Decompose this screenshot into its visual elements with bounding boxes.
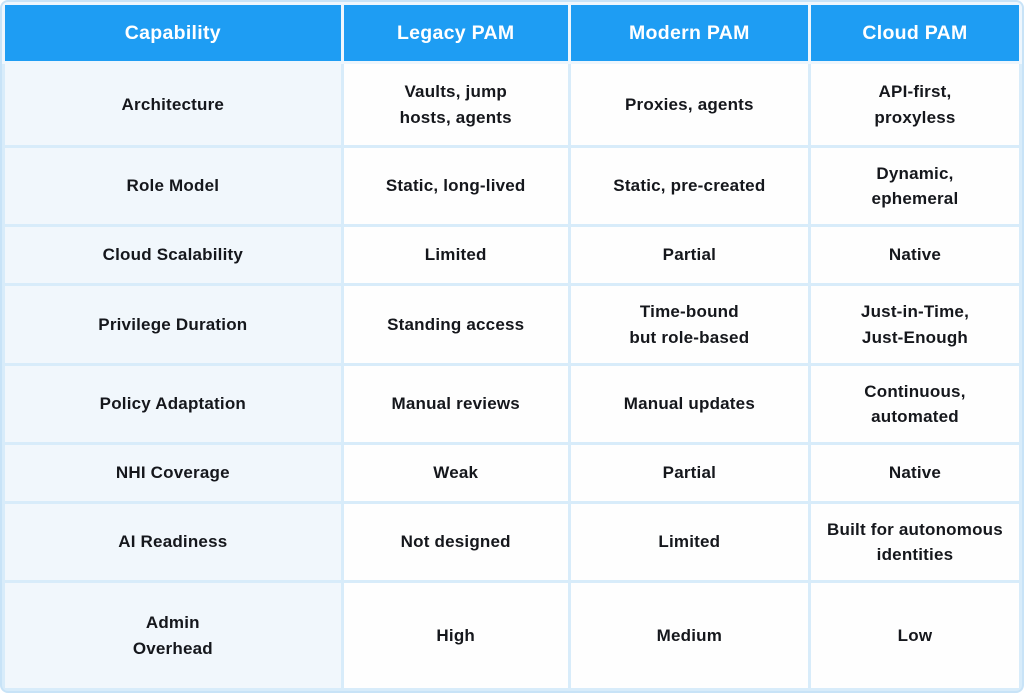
header-cell-legacy-pam: Legacy PAM <box>343 5 568 61</box>
cloud-pam-cell: Low <box>810 583 1019 688</box>
table-row-admin-overhead: Admin Overhead High Medium Low <box>5 583 1019 688</box>
cloud-pam-cell: API-first, proxyless <box>810 64 1019 145</box>
table-row-ai-readiness: AI Readiness Not designed Limited Built … <box>5 504 1019 580</box>
cloud-pam-cell: Just-in-Time, Just-Enough <box>810 286 1019 363</box>
legacy-pam-cell: Weak <box>343 445 568 501</box>
table-row-role-model: Role Model Static, long-lived Static, pr… <box>5 148 1019 224</box>
cloud-pam-cell: Native <box>810 445 1019 501</box>
capability-cell: NHI Coverage <box>5 445 341 501</box>
modern-pam-cell: Partial <box>570 445 808 501</box>
modern-pam-cell: Time-bound but role-based <box>570 286 808 363</box>
legacy-pam-cell: Limited <box>343 227 568 283</box>
modern-pam-cell: Manual updates <box>570 366 808 442</box>
legacy-pam-cell: Not designed <box>343 504 568 580</box>
legacy-pam-cell: High <box>343 583 568 688</box>
cloud-pam-cell: Built for autonomous identities <box>810 504 1019 580</box>
table-row-nhi-coverage: NHI Coverage Weak Partial Native <box>5 445 1019 501</box>
header-cell-cloud-pam: Cloud PAM <box>810 5 1019 61</box>
table-row-cloud-scalability: Cloud Scalability Limited Partial Native <box>5 227 1019 283</box>
modern-pam-cell: Static, pre-created <box>570 148 808 224</box>
legacy-pam-cell: Vaults, jump hosts, agents <box>343 64 568 145</box>
cloud-pam-cell: Dynamic, ephemeral <box>810 148 1019 224</box>
header-row: Capability Legacy PAM Modern PAM Cloud P… <box>5 5 1019 61</box>
table-row-architecture: Architecture Vaults, jump hosts, agents … <box>5 64 1019 145</box>
capability-cell: AI Readiness <box>5 504 341 580</box>
legacy-pam-cell: Static, long-lived <box>343 148 568 224</box>
modern-pam-cell: Limited <box>570 504 808 580</box>
cloud-pam-cell: Native <box>810 227 1019 283</box>
header-cell-modern-pam: Modern PAM <box>570 5 808 61</box>
modern-pam-cell: Medium <box>570 583 808 688</box>
modern-pam-cell: Proxies, agents <box>570 64 808 145</box>
cloud-pam-cell: Continuous, automated <box>810 366 1019 442</box>
capability-cell: Policy Adaptation <box>5 366 341 442</box>
capability-cell: Privilege Duration <box>5 286 341 363</box>
table-row-privilege-duration: Privilege Duration Standing access Time-… <box>5 286 1019 363</box>
capability-cell: Architecture <box>5 64 341 145</box>
table-row-policy-adaptation: Policy Adaptation Manual reviews Manual … <box>5 366 1019 442</box>
legacy-pam-cell: Standing access <box>343 286 568 363</box>
capability-cell: Role Model <box>5 148 341 224</box>
capability-cell: Admin Overhead <box>5 583 341 688</box>
modern-pam-cell: Partial <box>570 227 808 283</box>
header-cell-capability: Capability <box>5 5 341 61</box>
legacy-pam-cell: Manual reviews <box>343 366 568 442</box>
capability-cell: Cloud Scalability <box>5 227 341 283</box>
